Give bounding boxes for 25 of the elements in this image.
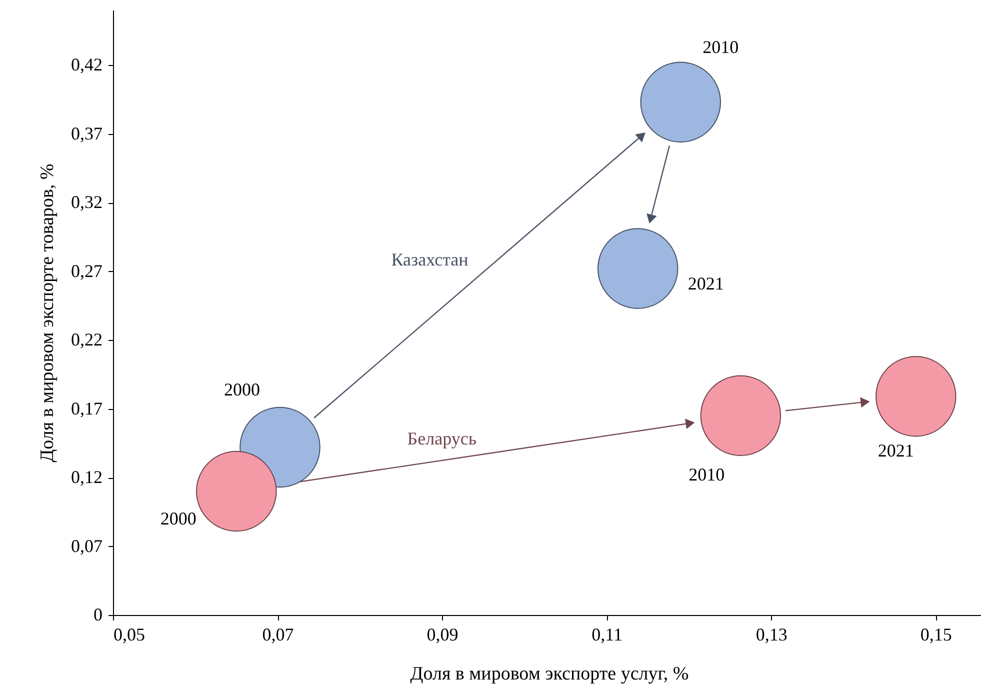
x-tick-label: 0,05: [114, 624, 145, 644]
y-tick-label: 0,27: [71, 260, 102, 281]
x-axis-title: Доля в мировом экспорте услуг, %: [410, 664, 689, 684]
annotation: 2021: [688, 274, 724, 294]
y-tick-label: 0,17: [71, 398, 102, 418]
annotation: 2000: [224, 379, 260, 400]
text: Казахстан: [391, 250, 469, 270]
y-tick-label: 0,22: [71, 330, 102, 350]
x-tick-label: 0,13: [756, 624, 788, 644]
x-tick-label: 0,09: [426, 624, 458, 644]
x-tick-label: 0,15: [920, 624, 952, 644]
y-tick-label: 0,42: [71, 54, 102, 74]
annotation: 2010: [702, 37, 739, 58]
y-tick-label: 0,32: [71, 192, 102, 212]
y-axis-title: Доля в мировом экспорте товаров, %: [37, 164, 58, 462]
annotation: 2010: [688, 464, 725, 485]
y-tick-label: 0,37: [71, 123, 102, 144]
y-tick-label: 0,07: [71, 536, 102, 556]
y-tick-label: 0: [94, 604, 102, 624]
x-tick-label: 0,11: [592, 624, 623, 644]
text: Беларусь: [407, 428, 477, 448]
y-tick-label: 0,12: [71, 467, 102, 487]
annotation: 2021: [878, 440, 914, 460]
annotation: 2000: [160, 508, 196, 528]
x-tick-label: 0,07: [262, 624, 294, 644]
